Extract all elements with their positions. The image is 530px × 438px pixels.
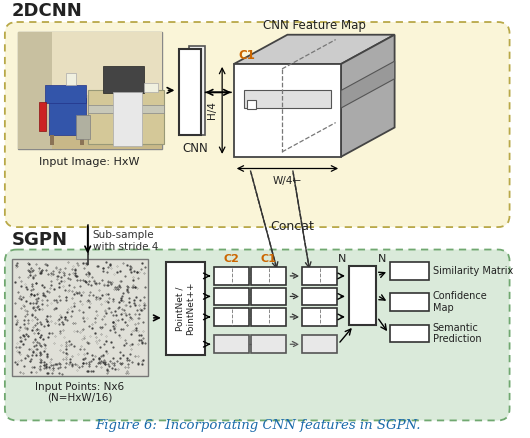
Bar xyxy=(66,73,76,85)
Bar xyxy=(390,293,429,311)
Bar xyxy=(17,32,162,95)
Bar xyxy=(244,91,331,108)
Text: C1: C1 xyxy=(238,49,255,62)
Bar xyxy=(166,262,205,355)
Bar xyxy=(390,325,429,343)
Bar xyxy=(302,336,337,353)
Text: CNN: CNN xyxy=(182,142,208,155)
Bar xyxy=(302,308,337,326)
Bar xyxy=(45,85,86,103)
Polygon shape xyxy=(341,35,395,157)
Polygon shape xyxy=(234,35,395,64)
Bar xyxy=(302,267,337,285)
Text: 2DCNN: 2DCNN xyxy=(12,2,83,20)
Bar xyxy=(251,288,286,305)
Bar xyxy=(349,266,376,325)
Text: N: N xyxy=(338,254,346,264)
Bar xyxy=(12,259,148,377)
Bar xyxy=(39,102,46,131)
Bar xyxy=(251,267,286,285)
Bar xyxy=(234,64,341,157)
Bar xyxy=(103,66,144,93)
Text: Semantic
Prediction: Semantic Prediction xyxy=(432,323,481,344)
Text: C2: C2 xyxy=(224,254,240,264)
Bar xyxy=(49,98,86,135)
Text: Input Image: HxW: Input Image: HxW xyxy=(39,157,140,167)
Text: Figure 6:  Incorporating CNN features in SGPN.: Figure 6: Incorporating CNN features in … xyxy=(95,419,421,432)
Bar xyxy=(17,32,51,149)
Text: Similarity Matrix: Similarity Matrix xyxy=(432,266,513,276)
Text: CNN Feature Map: CNN Feature Map xyxy=(263,19,366,32)
Bar xyxy=(113,92,142,146)
Bar xyxy=(214,336,250,353)
Text: Sub-sample
with stride 4: Sub-sample with stride 4 xyxy=(93,230,158,251)
Bar xyxy=(80,135,84,145)
Bar xyxy=(214,267,250,285)
Bar xyxy=(251,308,286,326)
Text: Input Points: Nx6: Input Points: Nx6 xyxy=(36,382,125,392)
Text: N: N xyxy=(378,254,386,264)
Bar xyxy=(144,82,158,92)
FancyBboxPatch shape xyxy=(5,250,509,420)
Bar xyxy=(251,336,286,353)
Text: Confidence
Map: Confidence Map xyxy=(432,291,488,313)
Bar xyxy=(390,262,429,280)
Bar xyxy=(17,32,162,149)
Text: W/4←: W/4← xyxy=(273,177,302,186)
Bar xyxy=(76,115,90,139)
Bar xyxy=(50,135,54,145)
Bar xyxy=(17,115,162,149)
Text: C1: C1 xyxy=(261,254,277,264)
Bar xyxy=(189,46,205,135)
Text: (N=HxW/16): (N=HxW/16) xyxy=(47,392,112,402)
FancyBboxPatch shape xyxy=(5,22,509,227)
Text: Concat: Concat xyxy=(270,220,314,233)
Bar xyxy=(214,288,250,305)
Bar xyxy=(214,308,250,326)
Bar xyxy=(302,288,337,305)
Bar xyxy=(248,100,256,109)
Bar xyxy=(87,90,164,144)
Text: H/4: H/4 xyxy=(207,102,217,119)
Bar xyxy=(87,105,164,113)
Text: SGPN: SGPN xyxy=(12,230,68,248)
Bar xyxy=(179,49,201,135)
Polygon shape xyxy=(341,61,395,108)
Text: PointNet /
PointNet++: PointNet / PointNet++ xyxy=(175,282,195,336)
